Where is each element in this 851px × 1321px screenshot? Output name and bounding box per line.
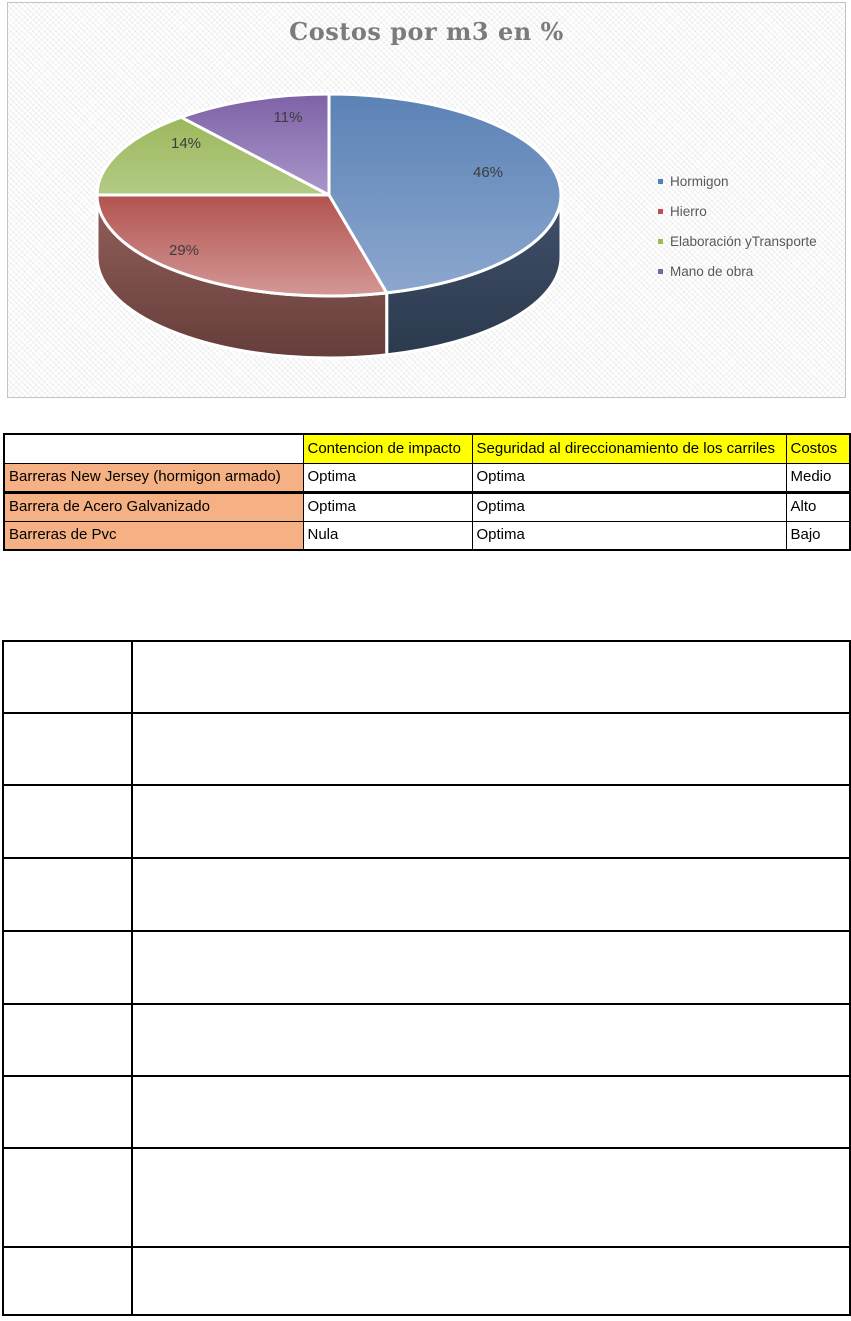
chart-title: Costos por m3 en %	[289, 17, 564, 46]
comparison-header-cell-0	[3, 433, 304, 464]
notes-row-7	[2, 1147, 851, 1248]
comparison-cell-0-1: Optima	[471, 463, 787, 494]
pie-value-label-2: 14%	[171, 135, 201, 152]
notes-cell-5-1	[131, 1003, 851, 1077]
pie-slice-2	[95, 115, 331, 197]
comparison-cell-0-2: Medio	[785, 463, 851, 494]
notes-row-6	[2, 1075, 851, 1149]
notes-cell-7-1	[131, 1147, 851, 1248]
comparison-cell-2-0: Nula	[302, 521, 473, 551]
notes-cell-4-1	[131, 930, 851, 1005]
legend-swatch-icon	[658, 209, 663, 214]
legend-swatch-icon	[658, 269, 663, 274]
notes-cell-0-1	[131, 640, 851, 714]
comparison-row-0: Barreras New Jersey (hormigon armado) Opt…	[3, 463, 851, 494]
comparison-row-2: Barreras de Pvc Nula Optima Bajo	[3, 521, 851, 551]
comparison-row-1: Barrera de Acero Galvanizado Optima Optima…	[3, 492, 851, 522]
notes-cell-4-0	[2, 930, 133, 1005]
comparison-header-cell-3: Costos	[785, 433, 851, 464]
chart-legend: Hormigon Hierro Elaboración yTransporte Man…	[658, 172, 817, 292]
pie-value-label-0: 46%	[473, 164, 503, 181]
notes-cell-7-0	[2, 1147, 133, 1248]
legend-item-2: Elaboración yTransporte	[658, 232, 817, 251]
pie-value-label-1: 29%	[169, 242, 199, 259]
notes-cell-1-1	[131, 712, 851, 786]
pie-slice-3	[179, 92, 331, 197]
legend-label: Hormigon	[670, 174, 729, 189]
comparison-cell-1-0: Optima	[302, 492, 473, 522]
comparison-cell-2-2: Bajo	[785, 521, 851, 551]
notes-row-5	[2, 1003, 851, 1077]
pie-chart-frame: Costos por m3 en % 46% 29% 14% 11% Hormigon…	[7, 2, 846, 398]
legend-item-3: Mano de obra	[658, 262, 817, 281]
notes-cell-2-0	[2, 784, 133, 859]
comparison-table-wrap: Contencion de impacto Seguridad al direcc…	[3, 433, 851, 551]
legend-swatch-icon	[658, 179, 663, 184]
notes-cell-8-0	[2, 1246, 133, 1316]
comparison-header-cell-2: Seguridad al direccionamiento de los car…	[471, 433, 787, 464]
notes-cell-2-1	[131, 784, 851, 859]
pie-chart: 46% 29% 14% 11%	[95, 92, 563, 360]
notes-cell-6-0	[2, 1075, 133, 1149]
notes-cell-5-0	[2, 1003, 133, 1077]
notes-row-8	[2, 1246, 851, 1316]
legend-item-1: Hierro	[658, 202, 817, 221]
comparison-row-label: Barreras de Pvc	[3, 521, 304, 551]
pie-value-label-3: 11%	[274, 109, 303, 126]
notes-row-3	[2, 857, 851, 932]
comparison-header-cell-1: Contencion de impacto	[302, 433, 473, 464]
legend-label: Elaboración yTransporte	[670, 234, 817, 249]
notes-row-1	[2, 712, 851, 786]
legend-label: Hierro	[670, 204, 707, 219]
legend-item-0: Hormigon	[658, 172, 817, 191]
comparison-row-label: Barrera de Acero Galvanizado	[3, 492, 304, 522]
comparison-header-row: Contencion de impacto Seguridad al direcc…	[3, 433, 851, 464]
notes-table-wrap	[2, 640, 851, 1316]
notes-cell-3-0	[2, 857, 133, 932]
comparison-cell-1-2: Alto	[785, 492, 851, 522]
notes-cell-3-1	[131, 857, 851, 932]
notes-row-0	[2, 640, 851, 714]
notes-cell-1-0	[2, 712, 133, 786]
pie-slice-0	[327, 92, 563, 295]
legend-label: Mano de obra	[670, 264, 754, 279]
comparison-row-label: Barreras New Jersey (hormigon armado)	[3, 463, 304, 494]
pie-slice-1	[95, 193, 389, 298]
notes-cell-0-0	[2, 640, 133, 714]
notes-row-4	[2, 930, 851, 1005]
legend-swatch-icon	[658, 239, 663, 244]
notes-row-2	[2, 784, 851, 859]
comparison-cell-0-0: Optima	[302, 463, 473, 494]
notes-cell-8-1	[131, 1246, 851, 1316]
notes-cell-6-1	[131, 1075, 851, 1149]
comparison-cell-1-1: Optima	[471, 492, 787, 522]
notes-table	[2, 640, 851, 1316]
comparison-cell-2-1: Optima	[471, 521, 787, 551]
comparison-table: Contencion de impacto Seguridad al direcc…	[3, 433, 851, 551]
